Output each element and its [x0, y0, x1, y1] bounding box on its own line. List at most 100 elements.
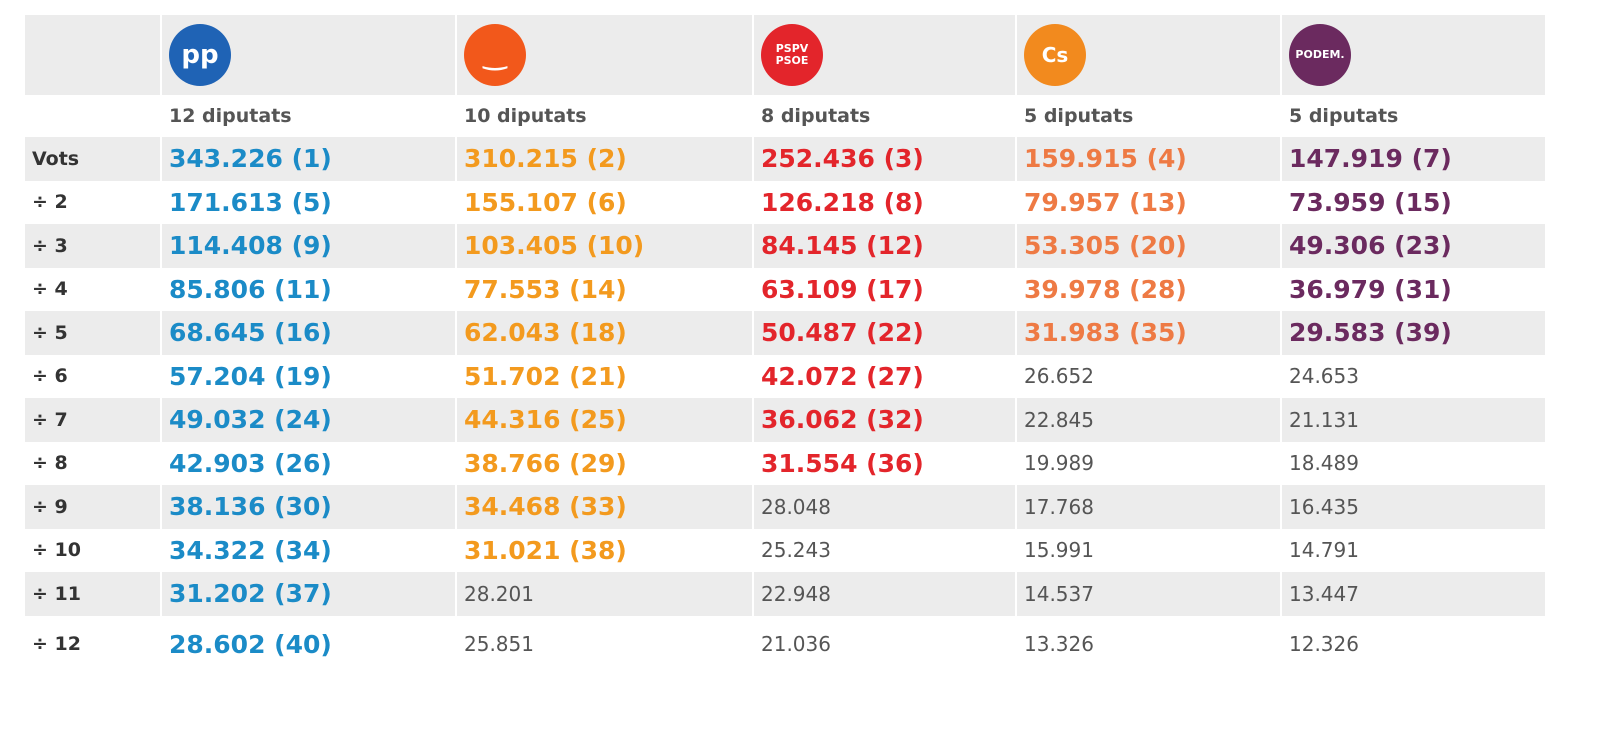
- table-cell: 53.305 (20): [1015, 224, 1280, 268]
- row-label: ÷ 2: [32, 191, 68, 214]
- quotient: 77.553 (14): [464, 274, 627, 304]
- quotient: 50.487 (22): [761, 318, 924, 348]
- quotient: 31.021 (38): [464, 535, 627, 565]
- quotient: 26.652: [1024, 364, 1094, 389]
- seats-cell: 5 diputats: [1015, 95, 1280, 137]
- table-row: ÷ 12 28.602 (40) 25.851 21.036 13.326 12.326: [25, 615, 1545, 673]
- table-cell: 126.218 (8): [752, 180, 1015, 224]
- table-cell: 16.435: [1280, 485, 1545, 529]
- quotient: 44.316 (25): [464, 405, 627, 435]
- table-cell: 34.468 (33): [455, 485, 752, 529]
- quotient: 31.983 (35): [1024, 318, 1187, 348]
- seats-cell: 10 diputats: [455, 95, 752, 137]
- table-row: ÷ 7 49.032 (24) 44.316 (25) 36.062 (32) 22.8…: [25, 398, 1545, 442]
- quotient: 79.957 (13): [1024, 187, 1187, 217]
- table-cell: 13.326: [1015, 615, 1280, 673]
- logo-cell: PODEM.: [1280, 15, 1545, 95]
- quotient: 171.613 (5): [169, 187, 332, 217]
- table-cell: 22.845: [1015, 398, 1280, 442]
- table-cell: 22.948: [752, 572, 1015, 616]
- quotient: 24.653: [1289, 364, 1359, 389]
- table-cell: 28.048: [752, 485, 1015, 529]
- row-label: ÷ 8: [32, 452, 68, 475]
- table-cell: 29.583 (39): [1280, 311, 1545, 355]
- table-cell: 114.408 (9): [160, 224, 455, 268]
- quotient: 84.145 (12): [761, 231, 924, 261]
- row-label: ÷ 9: [32, 495, 68, 518]
- quotient: 29.583 (39): [1289, 318, 1452, 348]
- quotient: 22.948: [761, 581, 831, 606]
- party-logo: PSPV PSOE: [761, 24, 823, 86]
- table-row: ÷ 11 31.202 (37) 28.201 22.948 14.537 13.447: [25, 572, 1545, 616]
- quotient: 68.645 (16): [169, 318, 332, 348]
- quotient: 49.032 (24): [169, 405, 332, 435]
- table-row: ÷ 9 38.136 (30) 34.468 (33) 28.048 17.768 16.…: [25, 485, 1545, 529]
- table-cell: 57.204 (19): [160, 354, 455, 398]
- table-cell: 85.806 (11): [160, 267, 455, 311]
- row-label: ÷ 12: [32, 633, 81, 655]
- seats-label: 10 diputats: [464, 105, 587, 127]
- quotient: 28.201: [464, 581, 534, 606]
- table-row: ÷ 8 42.903 (26) 38.766 (29) 31.554 (36) 19.9…: [25, 441, 1545, 485]
- logo-cell: pp: [160, 15, 455, 95]
- table-cell: 36.062 (32): [752, 398, 1015, 442]
- table-cell: 50.487 (22): [752, 311, 1015, 355]
- table-cell: 38.136 (30): [160, 485, 455, 529]
- quotient: 34.322 (34): [169, 535, 332, 565]
- corner: [25, 95, 160, 137]
- quotient: 49.306 (23): [1289, 231, 1452, 261]
- quotient: 17.768: [1024, 494, 1094, 519]
- table-cell: 38.766 (29): [455, 441, 752, 485]
- quotient: 51.702 (21): [464, 361, 627, 391]
- table-cell: 44.316 (25): [455, 398, 752, 442]
- table-row: ÷ 5 68.645 (16) 62.043 (18) 50.487 (22) 31.9…: [25, 311, 1545, 355]
- party-logo: PODEM.: [1289, 24, 1351, 86]
- table-cell: 21.036: [752, 615, 1015, 673]
- logo-cell: ‿: [455, 15, 752, 95]
- table-cell: 19.989: [1015, 441, 1280, 485]
- party-logo: Cs: [1024, 24, 1086, 86]
- table-cell: 21.131: [1280, 398, 1545, 442]
- row-label: ÷ 10: [32, 539, 81, 562]
- seats-cell: 8 diputats: [752, 95, 1015, 137]
- table-cell: 49.032 (24): [160, 398, 455, 442]
- table-row: ÷ 4 85.806 (11) 77.553 (14) 63.109 (17) 39.9…: [25, 267, 1545, 311]
- quotient: 343.226 (1): [169, 144, 332, 174]
- quotient: 159.915 (4): [1024, 144, 1187, 174]
- party-logo: ‿: [464, 24, 526, 86]
- table-cell: 31.983 (35): [1015, 311, 1280, 355]
- quotient: 31.202 (37): [169, 579, 332, 609]
- table-cell: 18.489: [1280, 441, 1545, 485]
- quotient: 310.215 (2): [464, 144, 627, 174]
- table-cell: 25.243: [752, 528, 1015, 572]
- table-cell: 147.919 (7): [1280, 137, 1545, 181]
- quotient: 42.072 (27): [761, 361, 924, 391]
- quotient: 25.243: [761, 538, 831, 563]
- quotient: 252.436 (3): [761, 144, 924, 174]
- table-cell: 62.043 (18): [455, 311, 752, 355]
- table-cell: 31.202 (37): [160, 572, 455, 616]
- logo-cell: PSPV PSOE: [752, 15, 1015, 95]
- quotient: 13.326: [1024, 632, 1094, 656]
- quotient: 155.107 (6): [464, 187, 627, 217]
- table-cell: 31.554 (36): [752, 441, 1015, 485]
- quotient: 16.435: [1289, 494, 1359, 519]
- row-label: Vots: [32, 147, 80, 170]
- quotient: 39.978 (28): [1024, 274, 1187, 304]
- quotient: 18.489: [1289, 451, 1359, 476]
- quotient: 147.919 (7): [1289, 144, 1452, 174]
- table-row: ÷ 10 34.322 (34) 31.021 (38) 25.243 15.991 14…: [25, 528, 1545, 572]
- table-cell: 15.991: [1015, 528, 1280, 572]
- quotient: 38.766 (29): [464, 448, 627, 478]
- seats-label: 5 diputats: [1289, 105, 1399, 127]
- table-cell: 42.903 (26): [160, 441, 455, 485]
- table-cell: 155.107 (6): [455, 180, 752, 224]
- seats-label: 8 diputats: [761, 105, 871, 127]
- table-cell: 36.979 (31): [1280, 267, 1545, 311]
- dhondt-table: pp ‿ PSPV PSOE Cs PODEM. 12 diputats 10 diputa…: [25, 15, 1545, 673]
- quotient: 38.136 (30): [169, 492, 332, 522]
- table-cell: 310.215 (2): [455, 137, 752, 181]
- seats-row: 12 diputats 10 diputats 8 diputats 5 diputa…: [25, 95, 1545, 137]
- quotient: 103.405 (10): [464, 231, 645, 261]
- quotient: 57.204 (19): [169, 361, 332, 391]
